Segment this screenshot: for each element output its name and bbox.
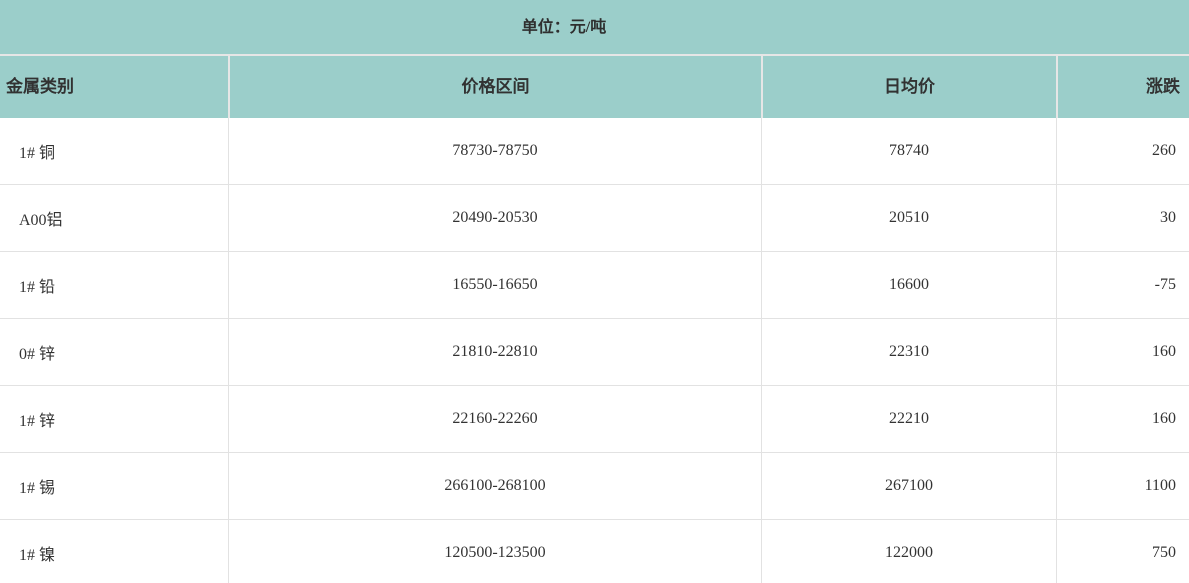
price-table: 金属类别 价格区间 日均价 涨跌 1# 铜 78730-78750 78740 … bbox=[0, 56, 1189, 583]
price-range-cell: 120500-123500 bbox=[228, 520, 761, 583]
metal-name-cell: 1# 锌 bbox=[19, 413, 56, 430]
table-row: 1# 锡 266100-268100 267100 1100 bbox=[0, 453, 1189, 520]
col-header-change: 涨跌 bbox=[1056, 56, 1189, 118]
daily-avg-cell: 20510 bbox=[761, 185, 1056, 251]
price-range-cell: 21810-22810 bbox=[228, 319, 761, 385]
daily-avg-cell: 22210 bbox=[761, 386, 1056, 452]
price-range-cell: 22160-22260 bbox=[228, 386, 761, 452]
table-row: A00铝 20490-20530 20510 30 bbox=[0, 185, 1189, 252]
metal-name-cell: 1# 镍 bbox=[19, 547, 56, 564]
daily-avg-cell: 78740 bbox=[761, 118, 1056, 184]
col-header-daily-avg: 日均价 bbox=[761, 56, 1056, 118]
price-range-cell: 266100-268100 bbox=[228, 453, 761, 519]
metal-name-cell: 1# 铜 bbox=[19, 145, 56, 162]
table-row: 1# 镍 120500-123500 122000 750 bbox=[0, 520, 1189, 583]
metal-name-cell: 1# 锡 bbox=[19, 480, 56, 497]
change-cell: 30 bbox=[1056, 185, 1189, 251]
change-cell: 160 bbox=[1056, 319, 1189, 385]
table-row: 1# 铜 78730-78750 78740 260 bbox=[0, 118, 1189, 185]
price-range-cell: 78730-78750 bbox=[228, 118, 761, 184]
col-header-price-range: 价格区间 bbox=[228, 56, 761, 118]
daily-avg-cell: 122000 bbox=[761, 520, 1056, 583]
unit-bar: 单位：元/吨 bbox=[0, 0, 1189, 56]
change-cell: 260 bbox=[1056, 118, 1189, 184]
price-range-cell: 20490-20530 bbox=[228, 185, 761, 251]
daily-avg-cell: 16600 bbox=[761, 252, 1056, 318]
change-cell: 750 bbox=[1056, 520, 1189, 583]
unit-label: 单位：元/吨 bbox=[521, 19, 607, 36]
daily-avg-cell: 22310 bbox=[761, 319, 1056, 385]
table-row: 0# 锌 21810-22810 22310 160 bbox=[0, 319, 1189, 386]
change-cell: -75 bbox=[1056, 252, 1189, 318]
change-cell: 1100 bbox=[1056, 453, 1189, 519]
metal-name-cell: 0# 锌 bbox=[19, 346, 56, 363]
table-header-row: 金属类别 价格区间 日均价 涨跌 bbox=[0, 56, 1189, 118]
price-range-cell: 16550-16650 bbox=[228, 252, 761, 318]
table-row: 1# 铅 16550-16650 16600 -75 bbox=[0, 252, 1189, 319]
metal-name-cell: 1# 铅 bbox=[19, 279, 56, 296]
change-cell: 160 bbox=[1056, 386, 1189, 452]
col-header-metal: 金属类别 bbox=[6, 77, 74, 96]
daily-avg-cell: 267100 bbox=[761, 453, 1056, 519]
table-row: 1# 锌 22160-22260 22210 160 bbox=[0, 386, 1189, 453]
metal-name-cell: A00铝 bbox=[19, 212, 63, 229]
